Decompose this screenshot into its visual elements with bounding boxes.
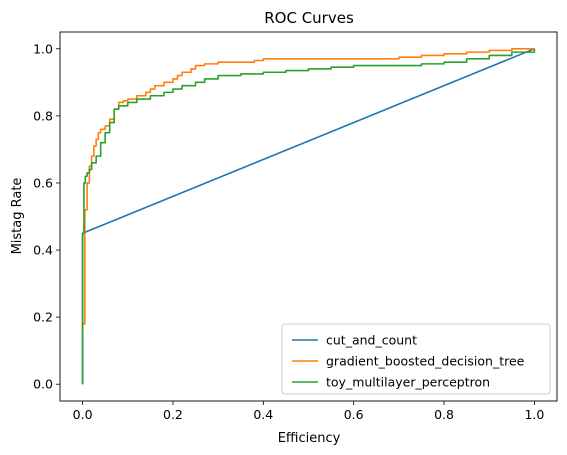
- y-tick-label: 1.0: [33, 41, 53, 56]
- x-tick-label: 0.6: [344, 407, 364, 422]
- series-line-toy-multilayer-perceptron: [81, 48, 536, 385]
- plot-lines: [81, 47, 536, 385]
- x-tick-label: 0.4: [253, 407, 273, 422]
- y-axis: 0.0 0.2 0.4 0.6 0.8 1.0: [33, 41, 60, 392]
- y-tick-label: 0.0: [33, 377, 53, 392]
- legend-label: toy_multilayer_perceptron: [326, 375, 490, 390]
- x-axis: 0.0 0.2 0.4 0.6 0.8 1.0: [73, 401, 544, 422]
- y-tick-label: 0.2: [33, 310, 53, 325]
- chart-title: ROC Curves: [264, 9, 354, 27]
- legend-label: gradient_boosted_decision_tree: [326, 354, 525, 369]
- x-tick-label: 0.0: [73, 407, 93, 422]
- x-tick-label: 1.0: [524, 407, 544, 422]
- legend-label: cut_and_count: [326, 333, 417, 348]
- y-axis-label: Mistag Rate: [10, 178, 25, 255]
- y-tick-label: 0.8: [33, 108, 53, 123]
- series-line-gradient-boosted-decision-tree: [81, 47, 535, 334]
- x-axis-label: Efficiency: [278, 431, 341, 446]
- x-tick-label: 0.2: [163, 407, 183, 422]
- x-tick-label: 0.8: [434, 407, 454, 422]
- legend: cut_and_count gradient_boosted_decision_t…: [281, 323, 551, 395]
- y-tick-label: 0.4: [33, 243, 53, 258]
- y-tick-label: 0.6: [33, 175, 53, 190]
- legend-box: [281, 323, 551, 395]
